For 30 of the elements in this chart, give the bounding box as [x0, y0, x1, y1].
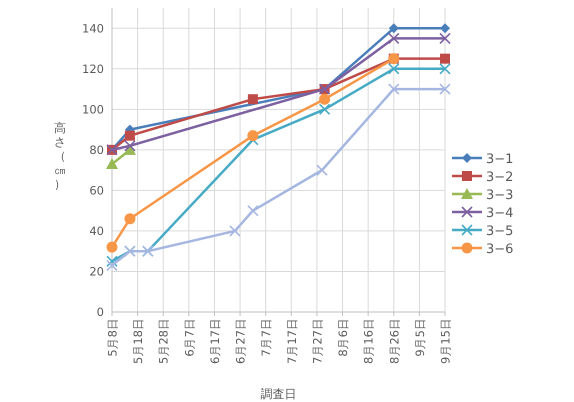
y-tick-label: 0	[96, 305, 104, 319]
y-tick-label: 120	[82, 62, 104, 76]
y-tick-label: 40	[89, 224, 104, 238]
x-tick-label: 6月7日	[182, 318, 196, 357]
x-tick-label: 6月27日	[234, 318, 248, 364]
x-tick-label: 7月7日	[259, 318, 274, 357]
legend-label: 3−2	[486, 170, 514, 185]
y-tick-label: 20	[89, 264, 104, 278]
x-axis-title: 調査日	[260, 387, 296, 401]
y-tick-label: 140	[82, 21, 104, 36]
x-tick-label: 8月26日	[387, 318, 402, 364]
x-tick-label: 9月15日	[438, 318, 452, 364]
x-tick-label: 5月18日	[131, 318, 146, 364]
legend-label: 3−6	[486, 242, 514, 257]
legend-label: 3−3	[486, 188, 514, 203]
x-tick-label: 6月17日	[208, 318, 222, 364]
x-tick-label: 7月27日	[310, 318, 324, 364]
y-tick-label: 80	[89, 142, 104, 157]
legend-label: 3−5	[486, 224, 514, 239]
x-tick-label: 9月5日	[412, 318, 427, 357]
legend-label: 3−4	[486, 206, 514, 221]
legend-label: 3−1	[486, 152, 514, 167]
y-tick-label: 60	[89, 183, 104, 198]
x-tick-label: 8月16日	[362, 318, 376, 364]
y-axis-title: 高さ（㎝）	[54, 121, 66, 191]
x-tick-label: 7月17日	[284, 318, 299, 364]
x-tick-label: 5月8日	[106, 318, 120, 357]
x-tick-label: 5月28日	[156, 318, 171, 364]
y-tick-label: 100	[82, 102, 104, 116]
x-tick-label: 8月6日	[336, 318, 350, 357]
